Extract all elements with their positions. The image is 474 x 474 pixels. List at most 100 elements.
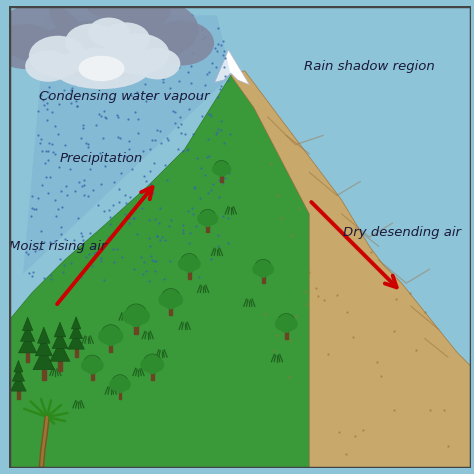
Ellipse shape <box>134 48 180 79</box>
Bar <box>206 225 209 232</box>
Circle shape <box>104 333 117 346</box>
Ellipse shape <box>101 0 171 33</box>
Circle shape <box>114 382 126 393</box>
Text: Precipitation: Precipitation <box>60 152 143 165</box>
Circle shape <box>180 254 198 272</box>
Circle shape <box>262 263 274 275</box>
Ellipse shape <box>25 50 71 82</box>
Polygon shape <box>14 360 23 372</box>
Ellipse shape <box>88 18 129 46</box>
Circle shape <box>109 378 121 391</box>
Ellipse shape <box>65 24 118 60</box>
Polygon shape <box>20 325 35 341</box>
Text: Dry desending air: Dry desending air <box>343 226 461 239</box>
Text: Moist rising air: Moist rising air <box>9 240 106 253</box>
Bar <box>17 391 20 399</box>
Bar <box>91 372 94 380</box>
Bar <box>188 270 191 279</box>
Circle shape <box>206 213 219 225</box>
Circle shape <box>164 297 177 310</box>
Polygon shape <box>18 335 37 353</box>
Circle shape <box>140 358 154 372</box>
Bar <box>42 370 46 380</box>
Ellipse shape <box>53 48 150 89</box>
Bar <box>58 361 62 371</box>
Circle shape <box>255 259 272 276</box>
Circle shape <box>109 329 123 343</box>
Polygon shape <box>68 332 84 349</box>
Circle shape <box>200 209 216 226</box>
Polygon shape <box>35 337 53 356</box>
Bar <box>118 391 121 399</box>
Bar <box>169 307 173 316</box>
Circle shape <box>129 313 143 327</box>
Polygon shape <box>10 375 27 391</box>
Circle shape <box>281 321 292 333</box>
Bar <box>220 174 223 182</box>
Ellipse shape <box>109 0 199 59</box>
Polygon shape <box>71 317 81 329</box>
Polygon shape <box>23 15 231 274</box>
Circle shape <box>285 318 298 330</box>
Ellipse shape <box>0 3 81 62</box>
Polygon shape <box>70 324 83 338</box>
Ellipse shape <box>50 0 126 38</box>
Polygon shape <box>50 341 70 361</box>
Circle shape <box>81 359 94 372</box>
Polygon shape <box>33 348 55 370</box>
Ellipse shape <box>148 20 214 65</box>
Bar <box>134 324 138 334</box>
Ellipse shape <box>32 20 171 80</box>
Polygon shape <box>9 75 471 468</box>
Circle shape <box>161 289 181 308</box>
Polygon shape <box>231 71 471 468</box>
Circle shape <box>252 263 264 275</box>
Circle shape <box>118 378 131 391</box>
Polygon shape <box>22 317 33 331</box>
Circle shape <box>214 160 229 176</box>
Ellipse shape <box>78 56 125 81</box>
Circle shape <box>220 164 231 174</box>
Circle shape <box>183 261 195 273</box>
Bar <box>109 343 112 353</box>
Bar <box>74 349 78 357</box>
Bar <box>26 353 29 362</box>
Ellipse shape <box>0 24 58 69</box>
Circle shape <box>83 355 101 373</box>
Circle shape <box>91 359 104 372</box>
Bar <box>262 275 264 283</box>
Ellipse shape <box>82 0 141 19</box>
Circle shape <box>178 257 191 270</box>
Circle shape <box>111 375 128 392</box>
Circle shape <box>134 309 150 324</box>
Circle shape <box>98 329 112 343</box>
Ellipse shape <box>29 36 87 77</box>
Circle shape <box>169 292 183 307</box>
Polygon shape <box>52 331 68 348</box>
Circle shape <box>158 292 173 307</box>
Text: Rain shadow region: Rain shadow region <box>304 60 435 73</box>
Circle shape <box>275 318 288 330</box>
Ellipse shape <box>106 33 169 74</box>
Circle shape <box>146 362 158 374</box>
Circle shape <box>212 164 223 174</box>
Circle shape <box>122 309 138 324</box>
Ellipse shape <box>101 22 150 56</box>
Bar <box>151 371 154 380</box>
Polygon shape <box>215 50 249 85</box>
Circle shape <box>277 313 295 331</box>
Circle shape <box>257 266 269 278</box>
Bar <box>285 330 288 338</box>
Circle shape <box>188 257 201 270</box>
Polygon shape <box>54 322 66 337</box>
Circle shape <box>101 325 121 345</box>
Circle shape <box>217 167 227 177</box>
Circle shape <box>197 213 209 225</box>
Circle shape <box>202 216 213 227</box>
Circle shape <box>125 304 147 326</box>
Circle shape <box>143 354 162 373</box>
Text: Condensing water vapour: Condensing water vapour <box>39 90 210 103</box>
Circle shape <box>86 363 98 374</box>
Polygon shape <box>37 327 50 343</box>
Circle shape <box>151 358 164 372</box>
